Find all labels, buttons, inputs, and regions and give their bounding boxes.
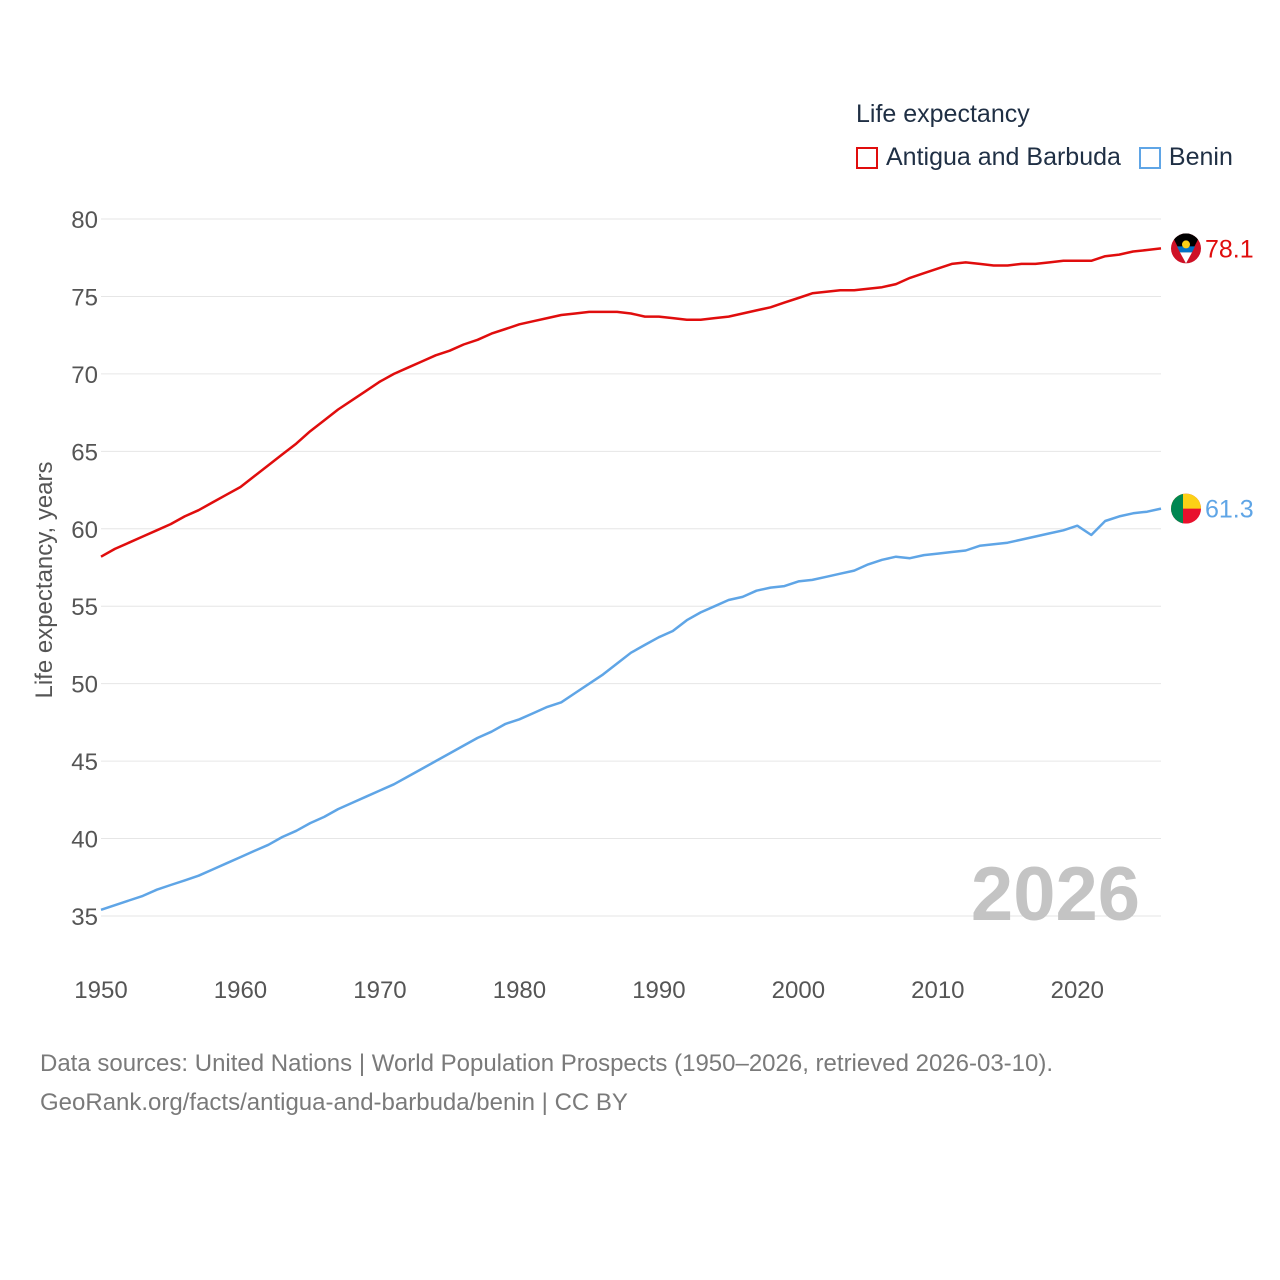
source-line-2: GeoRank.org/facts/antigua-and-barbuda/be… [40,1089,628,1116]
legend-label-benin: Benin [1168,143,1233,171]
x-tick-1980: 1980 [493,977,546,1004]
y-tick-50: 50 [71,672,98,699]
x-tick-1960: 1960 [214,977,267,1004]
year-watermark: 2026 [971,852,1140,937]
benin-flag-icon [1171,493,1201,524]
y-tick-75: 75 [71,284,98,311]
end-label-0: 78.1 [1205,235,1254,263]
source-note: Data sources: United Nations | World Pop… [40,1044,1053,1122]
gridlines [101,218,1161,917]
legend-title: Life expectancy [856,100,1030,128]
series-line-1 [100,507,1162,911]
source-line-1: Data sources: United Nations | World Pop… [40,1050,1054,1077]
x-tick-labels: 1950 1960 1970 1980 1990 2000 2010 2020 [74,977,1104,1004]
y-tick-35: 35 [71,904,98,931]
y-tick-labels: 35 40 45 50 55 60 65 70 75 80 [71,207,98,931]
legend: Antigua and Barbuda Benin [856,143,1251,172]
series-line-0 [100,247,1162,558]
legend-swatch-antigua [856,146,878,169]
y-tick-60: 60 [71,517,98,544]
y-axis-label: Life expectancy, years [31,461,58,698]
end-label-1: 61.3 [1205,496,1254,524]
x-tick-2020: 2020 [1051,977,1104,1004]
legend-label-antigua: Antigua and Barbuda [886,143,1121,171]
antigua-and-barbuda-flag-icon [1171,233,1201,264]
x-tick-1970: 1970 [353,977,406,1004]
y-tick-55: 55 [71,594,98,621]
x-tick-1990: 1990 [632,977,685,1004]
y-tick-70: 70 [71,362,98,389]
x-tick-2010: 2010 [911,977,964,1004]
x-tick-2000: 2000 [772,977,825,1004]
series-lines [100,247,1162,911]
series-end-markers: 78.1 61.3 [1171,233,1254,524]
y-tick-40: 40 [71,827,98,854]
y-tick-80: 80 [71,207,98,234]
legend-swatch-benin [1138,146,1161,169]
legend-item-benin[interactable]: Benin [1138,143,1233,172]
legend-item-antigua[interactable]: Antigua and Barbuda [856,143,1121,172]
x-tick-1950: 1950 [74,977,127,1004]
y-tick-45: 45 [71,749,98,776]
y-tick-65: 65 [71,439,98,466]
